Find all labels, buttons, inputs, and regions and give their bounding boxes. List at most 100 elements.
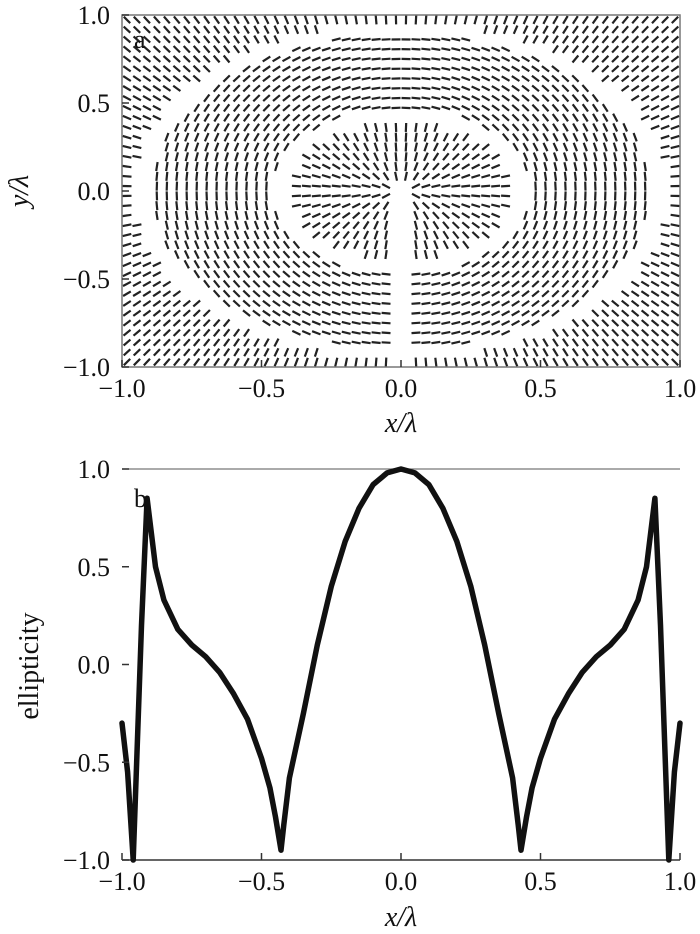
polarization-dash xyxy=(331,95,341,101)
polarization-dash xyxy=(272,299,281,307)
polarization-dash xyxy=(272,84,281,92)
panel-b-ytick-label: 0.5 xyxy=(78,553,111,582)
polarization-dash xyxy=(501,329,511,336)
polarization-dash xyxy=(243,35,250,44)
polarization-dash xyxy=(481,75,491,82)
polarization-dash xyxy=(562,123,569,132)
polarization-dash xyxy=(244,210,249,221)
polarization-dash xyxy=(531,309,540,317)
polarization-dash xyxy=(603,152,608,162)
polarization-dash xyxy=(162,74,172,83)
polarization-dash xyxy=(293,25,300,35)
polarization-dash xyxy=(581,357,589,367)
polarization-dash xyxy=(582,132,589,142)
polarization-dash xyxy=(522,132,530,142)
polarization-dash xyxy=(283,357,290,367)
polarization-dash xyxy=(441,162,450,171)
polarization-dash xyxy=(341,105,351,111)
polarization-dash xyxy=(621,299,630,308)
polarization-dash xyxy=(292,94,301,102)
polarization-dash xyxy=(660,154,670,159)
polarization-dash xyxy=(533,161,538,172)
polarization-dash xyxy=(593,220,598,230)
polarization-dash xyxy=(463,357,468,367)
polarization-dash xyxy=(122,271,132,278)
polarization-dash xyxy=(122,174,132,178)
polarization-dash xyxy=(451,37,461,42)
polarization-dash xyxy=(523,161,528,172)
polarization-dash xyxy=(433,240,439,250)
polarization-dash xyxy=(382,171,390,181)
polarization-dash xyxy=(321,184,331,188)
polarization-dash xyxy=(371,301,381,306)
polarization-dash xyxy=(601,103,609,113)
polarization-dash xyxy=(203,132,210,142)
polarization-dash xyxy=(172,290,182,298)
polarization-dash xyxy=(660,94,670,102)
polarization-dash xyxy=(234,210,239,221)
polarization-dash xyxy=(203,279,211,289)
polarization-dash xyxy=(273,15,280,25)
polarization-dash xyxy=(661,25,670,34)
polarization-dash xyxy=(493,15,499,25)
polarization-dash xyxy=(172,74,181,83)
polarization-dash xyxy=(471,320,481,326)
polarization-dash xyxy=(233,35,241,44)
polarization-dash xyxy=(661,358,669,367)
polarization-dash xyxy=(245,181,248,191)
panel-b-ylabel: ellipticity xyxy=(14,612,45,719)
polarization-dash xyxy=(481,56,491,62)
polarization-dash xyxy=(670,271,680,278)
polarization-dash xyxy=(223,25,231,35)
polarization-dash xyxy=(533,171,538,181)
polarization-dash xyxy=(213,15,221,25)
polarization-dash xyxy=(321,163,331,170)
polarization-dash xyxy=(321,260,331,268)
polarization-dash xyxy=(233,15,240,25)
polarization-dash xyxy=(321,104,331,112)
polarization-dash xyxy=(233,240,240,250)
polarization-dash xyxy=(431,172,441,180)
polarization-dash xyxy=(172,309,181,318)
polarization-dash xyxy=(481,231,490,239)
polarization-dash xyxy=(142,338,151,347)
polarization-dash xyxy=(411,86,421,90)
polarization-dash xyxy=(491,290,501,297)
polarization-dash xyxy=(341,320,351,326)
polarization-dash xyxy=(165,210,169,221)
polarization-dash xyxy=(531,55,540,63)
polarization-dash xyxy=(670,154,680,159)
polarization-dash xyxy=(592,250,599,260)
polarization-dash xyxy=(362,162,370,171)
polarization-dash xyxy=(394,132,398,142)
polarization-dash xyxy=(183,250,190,260)
polarization-dash xyxy=(582,230,588,240)
polarization-dash xyxy=(152,299,162,307)
polarization-dash xyxy=(613,220,618,230)
polarization-dash xyxy=(553,171,558,181)
polarization-dash xyxy=(253,357,260,367)
polarization-dash xyxy=(621,348,630,357)
polarization-dash xyxy=(531,84,540,93)
polarization-dash xyxy=(670,204,680,208)
polarization-dash xyxy=(165,171,169,181)
polarization-dash xyxy=(384,132,388,142)
polarization-dash xyxy=(613,152,618,162)
polarization-dash xyxy=(631,25,640,34)
polarization-dash xyxy=(301,163,311,170)
polarization-dash xyxy=(501,290,510,298)
polarization-dash xyxy=(453,357,458,367)
polarization-dash xyxy=(292,270,301,278)
polarization-dash xyxy=(561,338,569,347)
polarization-dash xyxy=(293,347,300,357)
polarization-dash xyxy=(591,279,599,289)
polarization-dash xyxy=(632,240,638,250)
polarization-dash xyxy=(301,75,311,82)
polarization-dash xyxy=(640,94,650,102)
polarization-dash xyxy=(321,114,331,122)
polarization-dash xyxy=(262,123,271,132)
polarization-dash xyxy=(381,67,391,71)
polarization-dash xyxy=(152,94,162,102)
polarization-dash xyxy=(413,230,418,240)
